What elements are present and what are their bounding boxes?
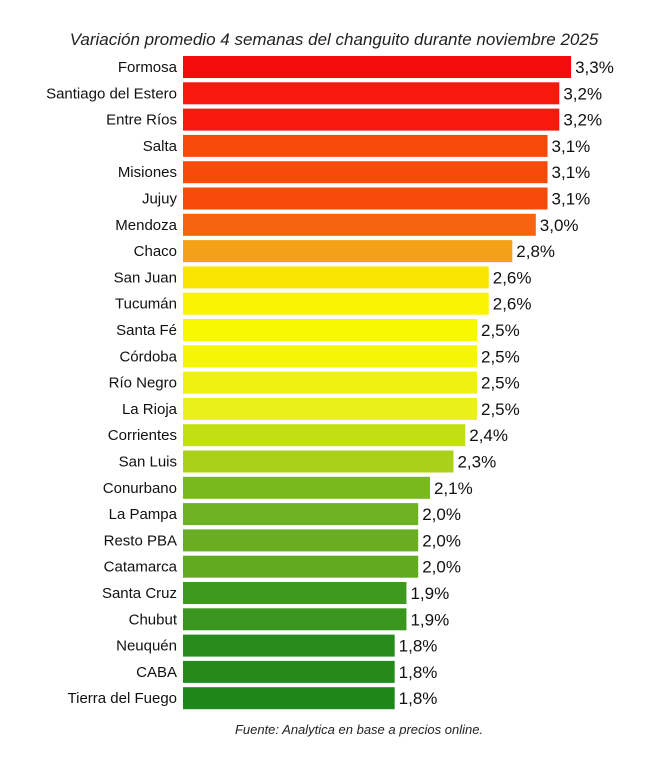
category-label: La Rioja — [122, 401, 178, 418]
bar — [183, 371, 477, 394]
category-label: San Juan — [114, 269, 177, 286]
bar — [183, 134, 548, 157]
value-label: 2,3% — [457, 453, 496, 472]
value-label: 2,0% — [422, 505, 461, 524]
value-label: 2,5% — [481, 374, 520, 393]
bar — [183, 503, 419, 526]
value-label: 1,8% — [399, 637, 438, 656]
category-label: Tierra del Fuego — [68, 690, 178, 707]
category-label: Tucumán — [115, 296, 177, 313]
category-label: Santiago del Estero — [46, 85, 177, 102]
category-label: Chaco — [134, 243, 177, 260]
bar — [183, 687, 395, 710]
bar — [183, 345, 477, 368]
value-label: 2,5% — [481, 347, 520, 366]
bar — [183, 82, 560, 105]
bar — [183, 266, 489, 289]
value-label: 3,0% — [540, 216, 579, 235]
bar — [183, 56, 572, 78]
bar — [183, 292, 489, 315]
category-label: Salta — [143, 138, 178, 155]
chart-title: Variación promedio 4 semanas del changui… — [69, 30, 599, 49]
value-label: 1,9% — [410, 584, 449, 603]
value-label: 1,8% — [399, 663, 438, 682]
bar — [183, 555, 419, 578]
bars-group: Formosa 3,3% Santiago del Estero 3,2% Entre … — [46, 56, 614, 710]
value-label: 2,4% — [469, 426, 508, 445]
bar — [183, 582, 407, 604]
bar — [183, 529, 419, 552]
category-label: San Luis — [119, 454, 177, 471]
value-label: 2,8% — [516, 242, 555, 261]
bar — [183, 450, 454, 473]
category-label: Misiones — [118, 164, 177, 181]
bar — [183, 660, 395, 683]
category-label: Catamarca — [104, 559, 178, 576]
value-label: 3,2% — [563, 84, 602, 103]
bar — [183, 187, 548, 210]
value-label: 3,1% — [552, 190, 591, 209]
value-label: 3,3% — [575, 58, 614, 77]
value-label: 3,2% — [563, 111, 602, 130]
category-label: Neuquén — [116, 638, 177, 655]
category-label: Jujuy — [142, 191, 178, 208]
value-label: 3,1% — [552, 137, 591, 156]
value-label: 2,6% — [493, 295, 532, 314]
bar — [183, 424, 466, 447]
value-label: 2,5% — [481, 400, 520, 419]
category-label: Corrientes — [108, 427, 177, 444]
bar — [183, 161, 548, 184]
bar — [183, 397, 477, 420]
value-label: 1,8% — [399, 689, 438, 708]
bar — [183, 608, 407, 631]
bar — [183, 240, 513, 263]
category-label: Entre Ríos — [106, 112, 177, 129]
category-label: Chubut — [129, 611, 178, 628]
bar — [183, 634, 395, 657]
category-label: Río Negro — [109, 375, 177, 392]
value-label: 1,9% — [410, 610, 449, 629]
bar — [183, 319, 477, 341]
category-label: Formosa — [118, 59, 178, 76]
value-label: 3,1% — [552, 163, 591, 182]
value-label: 2,0% — [422, 558, 461, 577]
value-label: 2,1% — [434, 479, 473, 498]
category-label: Mendoza — [115, 217, 177, 234]
category-label: Resto PBA — [104, 532, 177, 549]
value-label: 2,6% — [493, 268, 532, 287]
value-label: 2,5% — [481, 321, 520, 340]
category-label: Córdoba — [119, 348, 177, 365]
category-label: Conurbano — [103, 480, 177, 497]
category-label: Santa Cruz — [102, 585, 177, 602]
bar — [183, 476, 430, 499]
bar — [183, 213, 536, 236]
category-label: La Pampa — [109, 506, 178, 523]
value-label: 2,0% — [422, 531, 461, 550]
category-label: CABA — [136, 664, 177, 681]
chart-source: Fuente: Analytica en base a precios onli… — [234, 722, 484, 737]
category-label: Santa Fé — [116, 322, 177, 339]
bar — [183, 108, 560, 131]
